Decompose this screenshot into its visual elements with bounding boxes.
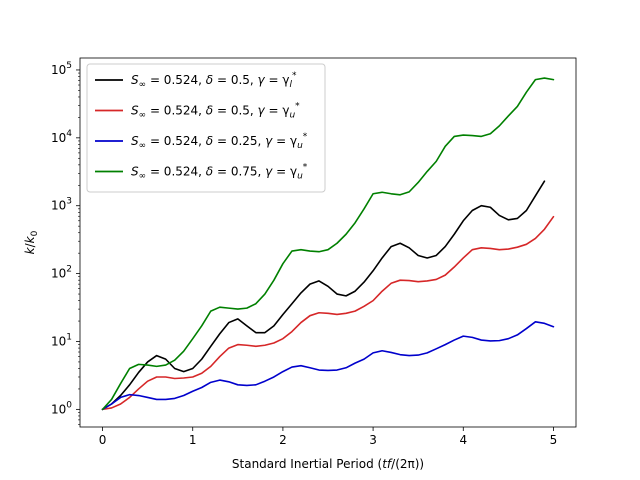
x-axis: 0 1 2 3 4 5 <box>99 427 558 447</box>
legend-label: S∞ = 0.524, δ = 0.25, γ = γu* <box>131 132 308 151</box>
legend-item-1: S∞ = 0.524, δ = 0.5, γ = γl* <box>95 71 297 90</box>
y-axis: 100 101 102 103 104 105 <box>51 61 80 425</box>
y-axis-label-sub: 0 <box>30 230 40 236</box>
legend-items: S∞ = 0.524, δ = 0.5, γ = γl* S∞ = 0.524, … <box>95 71 308 182</box>
series-layer <box>101 77 555 411</box>
x-axis-label-math: tf <box>382 457 393 471</box>
legend: S∞ = 0.524, δ = 0.5, γ = γl* S∞ = 0.524, … <box>86 63 326 193</box>
y-tick-label: 102 <box>51 265 72 281</box>
x-axis-label: Standard Inertial Period (tf/(2π)) <box>232 457 424 471</box>
y-axis-label-slash: / <box>23 242 37 247</box>
y-tick-label: 100 <box>51 400 72 416</box>
x-axis-label-suffix: /(2π)) <box>391 457 424 471</box>
y-tick-label: 104 <box>51 129 72 145</box>
legend-box <box>86 63 326 193</box>
x-tick-label: 5 <box>550 433 558 447</box>
y-tick-label: 103 <box>51 197 72 213</box>
series-line-2 <box>101 215 555 411</box>
x-tick-label: 3 <box>369 433 377 447</box>
legend-label: S∞ = 0.524, δ = 0.5, γ = γu* <box>131 102 300 121</box>
legend-item-2: S∞ = 0.524, δ = 0.5, γ = γu* <box>95 102 300 121</box>
y-axis-label-k: k <box>23 246 37 254</box>
legend-item-3: S∞ = 0.524, δ = 0.25, γ = γu* <box>95 132 308 151</box>
series-line-3 <box>101 321 555 411</box>
y-axis-label-k0: k <box>23 235 37 243</box>
x-tick-label: 2 <box>279 433 287 447</box>
x-tick-label: 4 <box>459 433 467 447</box>
x-tick-label: 0 <box>99 433 107 447</box>
x-tick-label: 1 <box>189 433 197 447</box>
x-axis-label-prefix: Standard Inertial Period ( <box>232 457 382 471</box>
y-tick-label: 101 <box>51 332 72 348</box>
plot-frame <box>79 57 577 428</box>
y-axis-label: k/k0 <box>23 230 40 254</box>
legend-label: S∞ = 0.524, δ = 0.5, γ = γl* <box>131 71 297 90</box>
series-line-1 <box>101 180 546 411</box>
legend-item-4: S∞ = 0.524, δ = 0.75, γ = γu* <box>95 163 308 182</box>
y-tick-label: 105 <box>51 61 72 77</box>
legend-label: S∞ = 0.524, δ = 0.75, γ = γu* <box>131 163 308 182</box>
series-line-4 <box>101 77 555 411</box>
